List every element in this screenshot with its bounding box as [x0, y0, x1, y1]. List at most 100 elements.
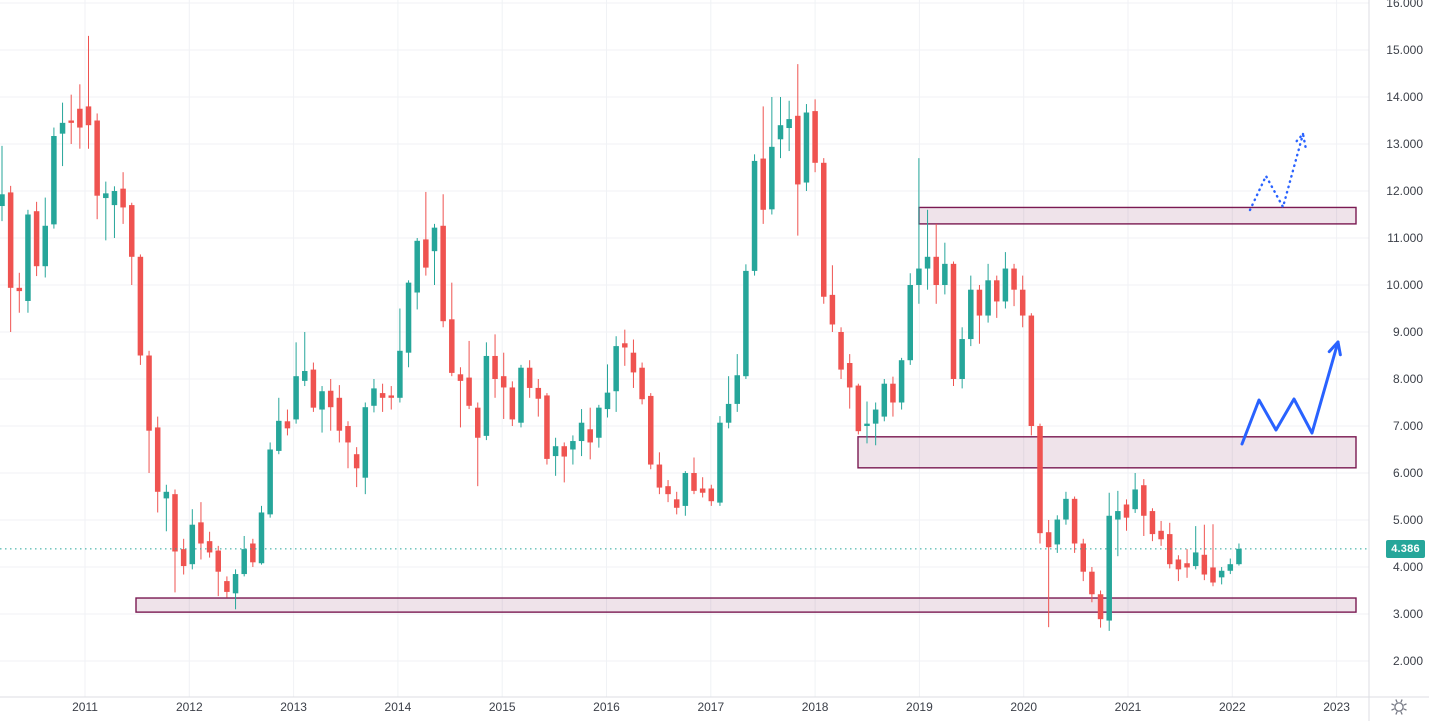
candle [699, 477, 706, 498]
candle [250, 538, 256, 567]
candle [449, 282, 455, 377]
candle [154, 416, 161, 513]
candle [769, 97, 775, 215]
candle [561, 442, 567, 483]
candle [345, 421, 351, 469]
candle [319, 386, 325, 433]
candle [1141, 479, 1147, 536]
candle [786, 100, 792, 152]
candle [1071, 496, 1078, 553]
price-tick-label: 10.000 [1386, 278, 1423, 292]
current-price-value: 4.386 [1391, 542, 1420, 555]
year-tick-label: 2019 [906, 700, 933, 714]
candle [379, 383, 386, 412]
candle [985, 263, 991, 323]
candle [648, 393, 654, 470]
price-axis[interactable] [1369, 0, 1429, 697]
price-scale-settings-button[interactable] [1386, 696, 1412, 718]
candle [68, 94, 74, 144]
candle [708, 484, 715, 506]
candle [431, 223, 438, 285]
candle [933, 223, 939, 304]
candle [1192, 526, 1199, 570]
price-tick-label: 7.000 [1393, 419, 1423, 433]
candle [881, 379, 888, 422]
year-tick-label: 2012 [176, 700, 203, 714]
candle [1175, 555, 1182, 582]
candle [959, 327, 965, 389]
candle [976, 285, 983, 344]
demand-zone-lower[interactable] [135, 597, 1357, 613]
candle [371, 379, 377, 413]
candle [163, 484, 170, 532]
candle [1080, 538, 1086, 582]
candle [423, 191, 429, 276]
candle [639, 362, 645, 405]
candle [397, 308, 403, 403]
price-tick-label: 5.000 [1393, 513, 1423, 527]
candle [812, 99, 818, 173]
candle [622, 329, 628, 366]
candle [578, 409, 585, 457]
candle [1019, 275, 1026, 328]
candle [77, 84, 83, 149]
candle [509, 381, 516, 426]
projection-arrow-dashed[interactable] [1248, 132, 1305, 212]
candle [838, 327, 844, 379]
candle [327, 379, 334, 431]
candle [241, 535, 247, 577]
candle [1115, 490, 1121, 557]
candle [1089, 567, 1095, 603]
candle [94, 113, 100, 220]
candle [907, 273, 913, 365]
time-axis[interactable] [0, 697, 1369, 721]
supply-zone-upper[interactable] [918, 206, 1357, 225]
year-tick-label: 2017 [697, 700, 724, 714]
candle [916, 158, 922, 304]
candle [1045, 520, 1052, 628]
candle [630, 339, 637, 388]
candle [1167, 522, 1173, 569]
candle [1063, 491, 1069, 525]
candle [224, 576, 230, 598]
candle [414, 238, 420, 310]
candle [665, 480, 671, 503]
candle [743, 264, 749, 379]
candle [1132, 473, 1138, 513]
projection-arrow-solid[interactable] [1240, 340, 1340, 446]
candle [85, 35, 92, 149]
candle [821, 158, 827, 304]
candle [552, 437, 559, 476]
candle [1002, 252, 1009, 309]
candle [7, 185, 14, 332]
candle [1201, 524, 1208, 581]
candle [777, 97, 784, 159]
candle [1236, 543, 1242, 566]
gear-icon [1391, 699, 1407, 715]
candle [1149, 508, 1156, 542]
candle [942, 242, 948, 295]
candle [725, 376, 732, 429]
candle [405, 280, 412, 368]
candle [803, 104, 810, 191]
candle [604, 364, 611, 418]
year-tick-label: 2015 [489, 700, 516, 714]
candle [1011, 263, 1017, 307]
candle [855, 383, 862, 435]
price-tick-label: 13.000 [1386, 137, 1423, 151]
candle [656, 452, 663, 495]
candle [466, 340, 472, 410]
candle [682, 471, 689, 516]
candle [267, 442, 273, 518]
candle [258, 505, 265, 565]
candle [483, 342, 490, 441]
candle [232, 569, 239, 610]
supply-zone-middle[interactable] [857, 436, 1357, 469]
candle [172, 489, 178, 593]
candle [475, 402, 481, 487]
candle [180, 538, 187, 575]
candle [968, 275, 974, 347]
candle [795, 64, 801, 236]
price-tick-label: 8.000 [1393, 372, 1423, 386]
